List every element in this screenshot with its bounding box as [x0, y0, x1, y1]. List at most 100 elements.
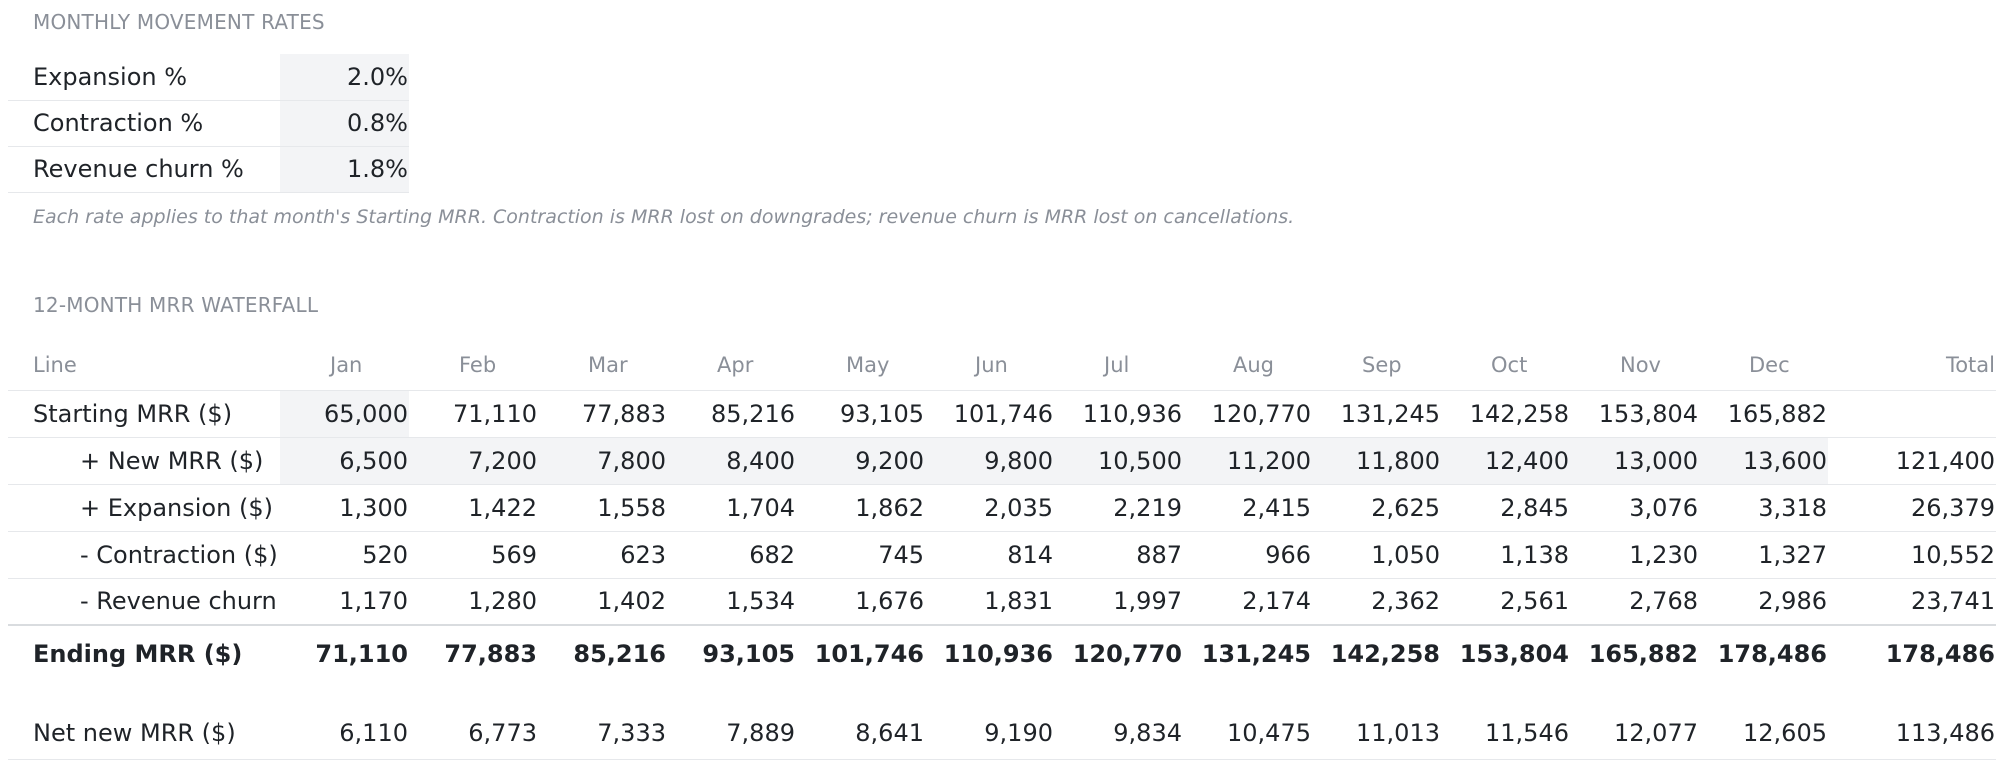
waterfall-header-row: Line Jan Feb Mar Apr May Jun Jul Aug Sep…: [8, 340, 1996, 391]
value-cell: 1,050: [1312, 531, 1441, 579]
row-revenue-churn: - Revenue churn 1,170 1,280 1,402 1,534 1,676…: [8, 578, 1996, 626]
total-cell: 121,400: [1828, 437, 1996, 485]
value-cell: 520: [280, 531, 409, 579]
value-cell: 966: [1183, 531, 1312, 579]
row-label: + New MRR ($): [8, 437, 280, 485]
value-cell: 101,746: [925, 390, 1054, 438]
value-cell: 1,831: [925, 578, 1054, 626]
input-cell[interactable]: 12,400: [1441, 437, 1570, 485]
value-cell: 1,534: [667, 578, 796, 626]
value-cell: 1,402: [538, 578, 667, 626]
row-label: + Expansion ($): [8, 484, 280, 532]
value-cell: 101,746: [796, 624, 925, 681]
value-cell: 93,105: [796, 390, 925, 438]
row-contraction: - Contraction ($) 520 569 623 682 745 814 887 96…: [8, 531, 1996, 579]
row-label: - Contraction ($): [8, 531, 280, 579]
value-cell: 178,486: [1699, 624, 1828, 681]
spacer-cell: [8, 681, 1996, 707]
input-cell[interactable]: 6,500: [280, 437, 409, 485]
column-header: Total: [1828, 340, 1996, 391]
value-cell: 153,804: [1570, 390, 1699, 438]
value-cell: 1,862: [796, 484, 925, 532]
rates-section-title: MONTHLY MOVEMENT RATES: [33, 10, 325, 34]
value-cell: 6,773: [409, 707, 538, 760]
value-cell: 165,882: [1570, 624, 1699, 681]
value-cell: 77,883: [538, 390, 667, 438]
value-cell: 120,770: [1183, 390, 1312, 438]
value-cell: 85,216: [538, 624, 667, 681]
rates-note: Each rate applies to that month's Starti…: [33, 206, 1295, 228]
input-cell[interactable]: 65,000: [280, 390, 409, 438]
input-cell[interactable]: 9,800: [925, 437, 1054, 485]
row-expansion: + Expansion ($) 1,300 1,422 1,558 1,704 1,862…: [8, 484, 1996, 532]
value-cell: 2,625: [1312, 484, 1441, 532]
value-cell: 1,704: [667, 484, 796, 532]
value-cell: 3,076: [1570, 484, 1699, 532]
column-header: Aug: [1183, 340, 1312, 391]
value-cell: 85,216: [667, 390, 796, 438]
column-header: Apr: [667, 340, 796, 391]
value-cell: 142,258: [1441, 390, 1570, 438]
rate-label: Contraction %: [8, 100, 280, 147]
value-cell: 131,245: [1183, 624, 1312, 681]
value-cell: 12,605: [1699, 707, 1828, 760]
value-cell: 11,546: [1441, 707, 1570, 760]
value-cell: 7,333: [538, 707, 667, 760]
value-cell: 2,561: [1441, 578, 1570, 626]
value-cell: 77,883: [409, 624, 538, 681]
value-cell: 682: [667, 531, 796, 579]
value-cell: 2,986: [1699, 578, 1828, 626]
row-label: Starting MRR ($): [8, 390, 280, 438]
value-cell: 2,174: [1183, 578, 1312, 626]
input-cell[interactable]: 9,200: [796, 437, 925, 485]
value-cell: 1,327: [1699, 531, 1828, 579]
column-header: Oct: [1441, 340, 1570, 391]
rate-row-expansion: Expansion % 2.0%: [8, 54, 409, 101]
row-label: Net new MRR ($): [8, 707, 280, 760]
total-cell: 26,379: [1828, 484, 1996, 532]
column-header: Dec: [1699, 340, 1828, 391]
row-new-mrr: + New MRR ($) 6,500 7,200 7,800 8,400 9,200 9,…: [8, 437, 1996, 485]
value-cell: 6,110: [280, 707, 409, 760]
value-cell: 9,190: [925, 707, 1054, 760]
rates-table: Expansion % 2.0% Contraction % 0.8% Reve…: [8, 54, 409, 193]
value-cell: 153,804: [1441, 624, 1570, 681]
column-header: May: [796, 340, 925, 391]
input-cell[interactable]: 11,800: [1312, 437, 1441, 485]
rate-value-input[interactable]: 1.8%: [280, 146, 409, 193]
value-cell: 2,768: [1570, 578, 1699, 626]
input-cell[interactable]: 8,400: [667, 437, 796, 485]
column-header: Sep: [1312, 340, 1441, 391]
total-cell: 23,741: [1828, 578, 1996, 626]
value-cell: 11,013: [1312, 707, 1441, 760]
waterfall-section-title: 12-MONTH MRR WATERFALL: [33, 293, 319, 317]
input-cell[interactable]: 13,600: [1699, 437, 1828, 485]
input-cell[interactable]: 10,500: [1054, 437, 1183, 485]
row-label: - Revenue churn: [8, 578, 280, 626]
rate-row-contraction: Contraction % 0.8%: [8, 100, 409, 147]
total-cell: [1828, 390, 1996, 438]
row-starting-mrr: Starting MRR ($) 65,000 71,110 77,883 85,216…: [8, 390, 1996, 438]
column-header: Jul: [1054, 340, 1183, 391]
value-cell: 142,258: [1312, 624, 1441, 681]
value-cell: 569: [409, 531, 538, 579]
value-cell: 1,997: [1054, 578, 1183, 626]
input-cell[interactable]: 7,800: [538, 437, 667, 485]
rate-value-input[interactable]: 0.8%: [280, 100, 409, 147]
value-cell: 745: [796, 531, 925, 579]
value-cell: 623: [538, 531, 667, 579]
value-cell: 71,110: [280, 624, 409, 681]
column-header: Jun: [925, 340, 1054, 391]
rate-value-input[interactable]: 2.0%: [280, 54, 409, 101]
column-header: Mar: [538, 340, 667, 391]
value-cell: 1,558: [538, 484, 667, 532]
waterfall-table: Line Jan Feb Mar Apr May Jun Jul Aug Sep…: [8, 340, 1996, 760]
column-header: Jan: [280, 340, 409, 391]
value-cell: 7,889: [667, 707, 796, 760]
input-cell[interactable]: 7,200: [409, 437, 538, 485]
input-cell[interactable]: 13,000: [1570, 437, 1699, 485]
value-cell: 131,245: [1312, 390, 1441, 438]
row-ending-mrr: Ending MRR ($) 71,110 77,883 85,216 93,105 10…: [8, 624, 1996, 681]
value-cell: 1,280: [409, 578, 538, 626]
input-cell[interactable]: 11,200: [1183, 437, 1312, 485]
